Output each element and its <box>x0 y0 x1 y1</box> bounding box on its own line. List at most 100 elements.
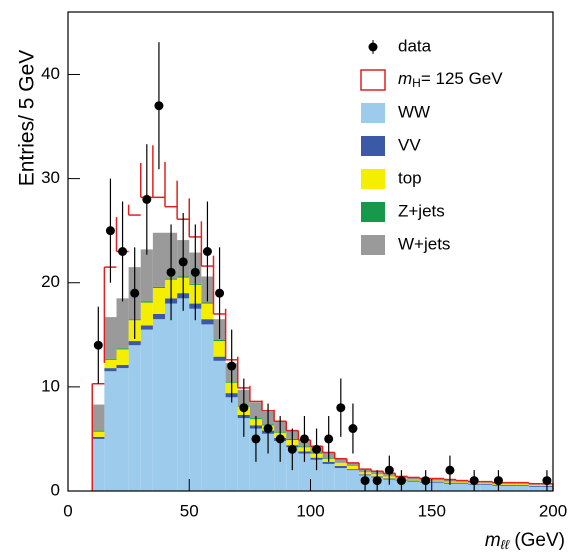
data-point <box>239 403 249 413</box>
data-point <box>360 476 370 486</box>
histogram-bar <box>92 430 105 432</box>
histogram-bar <box>152 286 165 288</box>
legend-label: WW <box>398 102 430 121</box>
histogram-bar <box>346 470 359 491</box>
data-point <box>263 424 273 434</box>
histogram-bar <box>322 463 335 491</box>
legend-label: Z+jets <box>398 201 445 220</box>
legend-marker <box>360 69 386 91</box>
data-point <box>336 403 346 413</box>
data-point <box>275 434 285 444</box>
histogram-bar <box>104 358 117 360</box>
data-point <box>372 476 382 486</box>
histogram-bar <box>116 365 129 369</box>
histogram-bar <box>152 287 165 314</box>
legend-marker <box>361 103 385 123</box>
data-point <box>542 476 552 486</box>
histogram-bar <box>528 484 541 486</box>
data-point <box>105 226 115 236</box>
histogram-bar <box>116 349 129 366</box>
legend-label: W+jets <box>398 234 450 253</box>
histogram-bar <box>383 479 396 491</box>
data-point <box>227 361 237 371</box>
histogram-bar <box>140 301 153 303</box>
y-tick-label: 10 <box>41 376 60 395</box>
histogram-bar <box>189 308 202 491</box>
histogram-bar <box>456 482 469 484</box>
histogram-bar <box>116 348 129 350</box>
histogram-bar <box>431 482 444 491</box>
histogram-bar <box>249 402 262 419</box>
legend-label: top <box>398 168 422 187</box>
histogram-bar <box>140 249 153 302</box>
histogram-bar <box>262 433 275 491</box>
histogram-bar <box>225 397 238 491</box>
histogram-bar <box>504 484 517 486</box>
histogram-bar <box>346 469 359 471</box>
histogram-bar <box>274 441 287 491</box>
histogram-bar <box>104 359 117 369</box>
histogram-bar <box>128 341 141 346</box>
histogram-bar <box>213 340 226 342</box>
histogram-bar <box>480 482 493 484</box>
histogram-bar <box>516 485 529 491</box>
histogram-bar <box>456 481 469 483</box>
legend-marker <box>361 202 385 222</box>
histogram-bar <box>104 317 117 359</box>
histogram-bar <box>334 462 347 467</box>
data-point <box>324 434 334 444</box>
histogram-bar <box>298 453 311 491</box>
y-axis-label: Entries/ 5 GeV <box>16 50 39 187</box>
histogram-bar <box>407 481 420 491</box>
legend-marker <box>361 136 385 156</box>
histogram-bar <box>322 461 335 464</box>
histogram-bar <box>346 466 359 470</box>
histogram-bar <box>140 302 153 326</box>
data-point <box>299 434 309 444</box>
histogram-bar <box>177 298 190 491</box>
histogram-bar <box>504 483 517 485</box>
histogram-bar <box>334 468 347 491</box>
histogram-bar <box>165 303 178 491</box>
histogram-bar <box>201 319 214 325</box>
data-point <box>190 267 200 277</box>
data-point <box>118 247 128 256</box>
histogram-bar <box>443 483 456 491</box>
histogram-bar <box>528 485 541 487</box>
x-axis-label: mℓℓ (GeV) <box>485 530 565 552</box>
histogram-bar <box>504 485 517 491</box>
histogram-bar <box>92 436 105 439</box>
histogram-bar <box>213 356 226 361</box>
data-point <box>166 267 176 277</box>
histogram-bar <box>104 368 117 372</box>
data-point <box>202 247 212 256</box>
histogram-bar <box>92 438 105 491</box>
data-point <box>348 424 358 434</box>
histogram-bar <box>128 345 141 491</box>
data-point <box>445 465 455 475</box>
histogram-bar <box>201 324 214 491</box>
histogram-bar <box>92 404 105 431</box>
histogram-bar <box>213 341 226 357</box>
histogram-bar <box>516 484 529 486</box>
histogram-bar <box>213 360 226 491</box>
data-point <box>215 288 225 298</box>
histogram-bar <box>104 371 117 491</box>
legend-marker <box>368 42 378 52</box>
y-tick-label: 40 <box>41 64 60 83</box>
histogram-bar <box>201 302 214 304</box>
legend-label: VV <box>398 135 421 154</box>
histogram-bar <box>407 477 420 480</box>
histogram-bar <box>516 483 529 485</box>
data-point <box>130 288 140 298</box>
histogram-bar <box>116 298 129 349</box>
histogram-bar <box>334 458 347 463</box>
data-point <box>421 476 431 486</box>
x-tick-label: 100 <box>296 501 324 520</box>
data-point <box>493 476 503 486</box>
histogram-bar <box>346 462 359 467</box>
data-point <box>384 465 394 475</box>
histogram-bar <box>334 466 347 469</box>
y-tick-label: 20 <box>41 272 60 291</box>
